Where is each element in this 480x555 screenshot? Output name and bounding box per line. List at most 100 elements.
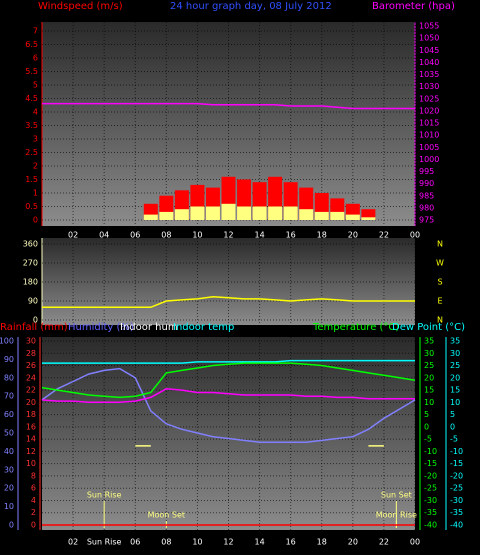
y-tick-label: 4.5 [25, 94, 38, 103]
y-tick-label: 270 [23, 259, 38, 268]
y-tick-label: 2 [31, 508, 36, 517]
y-tick-label: -40 [424, 521, 437, 530]
y-tick-label: 20 [26, 398, 36, 407]
y-tick-label: 80 [4, 373, 14, 382]
bar [237, 206, 252, 220]
y-tick-label: 2 [33, 162, 38, 171]
x-tick-label: 20 [348, 231, 358, 240]
y-tick-label: 5 [424, 410, 429, 419]
legend-label: Indoor hum [120, 322, 178, 333]
y-tick-label: 40 [4, 447, 14, 456]
y-tick-label: 30 [424, 349, 434, 358]
y-tick-label: -10 [450, 447, 463, 456]
y-tick-label: 990 [419, 179, 434, 188]
y-tick-label: 26 [26, 361, 36, 370]
y-tick-label: W [436, 259, 444, 268]
y-tick-label: 3.5 [25, 121, 38, 130]
series-line [41, 367, 416, 443]
legend-label: Rainfall (mm) [0, 322, 68, 333]
y-tick-label: 180 [23, 278, 38, 287]
y-tick-label: N [437, 240, 443, 249]
y-tick-label: 7 [33, 27, 38, 36]
y-tick-label: -10 [424, 447, 437, 456]
y-tick-label: 1020 [419, 106, 439, 115]
y-tick-label: -35 [450, 508, 463, 517]
y-tick-label: 20 [450, 373, 460, 382]
bar [205, 206, 220, 220]
y-tick-label: 8 [31, 471, 36, 480]
y-tick-label: 30 [4, 465, 14, 474]
x-tick-label: 22 [379, 231, 389, 240]
y-tick-label: 14 [26, 435, 36, 444]
y-tick-label: 35 [450, 337, 460, 346]
y-tick-label: N [437, 316, 443, 325]
y-tick-label: 1.5 [25, 175, 38, 184]
legend-label: Indoor temp [173, 322, 234, 333]
x-tick-label: 00 [410, 538, 420, 547]
y-tick-label: 10 [4, 502, 14, 511]
y-tick-label: -40 [450, 521, 463, 530]
y-tick-label: 1 [33, 189, 38, 198]
legend-label: Dew Point (°C) [392, 322, 465, 333]
bar [299, 209, 314, 220]
y-tick-label: 50 [4, 429, 14, 438]
y-tick-label: 995 [419, 167, 434, 176]
x-tick-label: 02 [68, 538, 78, 547]
y-tick-label: -25 [424, 484, 437, 493]
x-tick-label: 14 [254, 538, 264, 547]
y-axis-title: Windspeed (m/s) [38, 1, 123, 12]
y-tick-label: 4 [31, 496, 36, 505]
y-tick-label: 25 [450, 361, 460, 370]
y-tick-label: 20 [4, 484, 14, 493]
y-tick-label: -15 [424, 459, 437, 468]
y-tick-label: E [437, 297, 442, 306]
y-tick-label: 1000 [419, 155, 439, 164]
x-tick-label: 18 [317, 231, 327, 240]
y-tick-label: 360 [23, 240, 38, 249]
x-tick-label: 14 [254, 231, 264, 240]
y-tick-label: 60 [4, 410, 14, 419]
chart-title: 24 hour graph day, 08 July 2012 [170, 1, 332, 12]
bar [252, 206, 267, 220]
bar [221, 203, 236, 220]
y-tick-label: 5 [33, 81, 38, 90]
x-tick-label: 08 [161, 538, 171, 547]
y-tick-label: 35 [424, 337, 434, 346]
y-tick-label: 985 [419, 191, 434, 200]
y-tick-label: 24 [26, 373, 36, 382]
x-tick-label: 00 [410, 231, 420, 240]
x-tick-label: 16 [286, 538, 296, 547]
y-tick-label: 5.5 [25, 67, 38, 76]
y-tick-label: 2.5 [25, 148, 38, 157]
y-tick-label: 28 [26, 349, 36, 358]
y-tick-label: -35 [424, 508, 437, 517]
y-tick-label: 1050 [419, 34, 439, 43]
y-tick-label: 1030 [419, 82, 439, 91]
series-line [41, 362, 416, 399]
y-tick-label: 10 [26, 459, 36, 468]
y-tick-label: 3 [33, 135, 38, 144]
bar [361, 217, 376, 220]
y-tick-label: -20 [424, 471, 437, 480]
y-tick-label: 90 [28, 297, 38, 306]
series-line [41, 388, 415, 404]
x-tick-label: 22 [379, 538, 389, 547]
y-tick-label: S [437, 278, 442, 287]
y-tick-label: 6.5 [25, 40, 38, 49]
legend-label: Humidity (%) [68, 322, 134, 333]
y-tick-label: 1005 [419, 143, 439, 152]
bar [268, 206, 283, 220]
y-tick-label: 1015 [419, 119, 439, 128]
y-tick-label: 4 [33, 108, 38, 117]
annotation: Moon Rise [376, 511, 417, 520]
series-line [42, 296, 415, 309]
annotation: Sun Rise [87, 491, 122, 500]
x-tick-label: 04 [99, 231, 109, 240]
bar [330, 211, 345, 220]
y-tick-label: 0.5 [25, 202, 38, 211]
x-tick-label: 16 [286, 231, 296, 240]
y-tick-label: 12 [26, 447, 36, 456]
bar [143, 214, 158, 220]
legend-label: Temperature (°C) [312, 322, 399, 333]
